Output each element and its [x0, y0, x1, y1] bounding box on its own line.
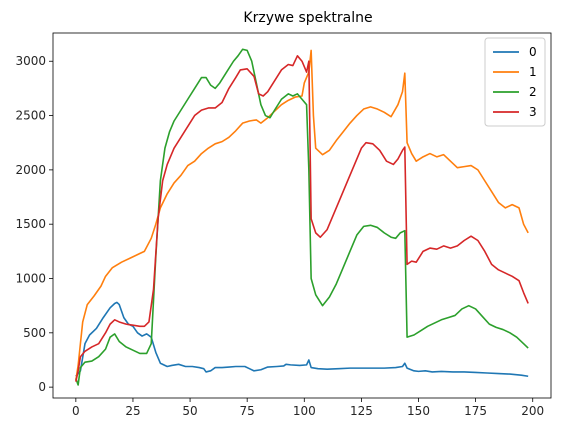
x-tick-label: 75 — [240, 404, 255, 418]
axes-frame — [52, 32, 552, 399]
x-tick-label: 100 — [293, 404, 316, 418]
series-line-3 — [75, 55, 529, 382]
legend-label-2: 2 — [529, 85, 537, 99]
x-tick-label: 150 — [407, 404, 430, 418]
x-tick-label: 175 — [464, 404, 487, 418]
series-line-0 — [75, 301, 529, 378]
x-tick-label: 200 — [521, 404, 544, 418]
legend-label-0: 0 — [529, 45, 537, 59]
x-tick-label: 50 — [182, 404, 197, 418]
y-axis: 0 500 1000 1500 2000 2500 3000 — [15, 54, 53, 394]
x-tick-label: 25 — [125, 404, 140, 418]
y-tick-label: 2500 — [15, 109, 46, 123]
x-axis: 0 25 50 75 100 125 150 175 200 — [72, 398, 544, 418]
chart-title: Krzywe spektralne — [243, 10, 372, 26]
x-tick-label: 125 — [350, 404, 373, 418]
legend-box — [484, 37, 546, 127]
plot-area — [75, 48, 529, 386]
legend: 0 1 2 3 — [484, 37, 546, 127]
legend-label-1: 1 — [529, 65, 537, 79]
legend-label-3: 3 — [529, 105, 537, 119]
y-tick-label: 1500 — [15, 217, 46, 231]
y-tick-label: 2000 — [15, 163, 46, 177]
series-line-1 — [75, 49, 529, 381]
y-tick-label: 1000 — [15, 272, 46, 286]
y-tick-label: 0 — [38, 380, 46, 394]
y-tick-label: 500 — [23, 326, 46, 340]
x-tick-label: 0 — [72, 404, 80, 418]
series-line-2 — [75, 48, 529, 386]
y-tick-label: 3000 — [15, 54, 46, 68]
